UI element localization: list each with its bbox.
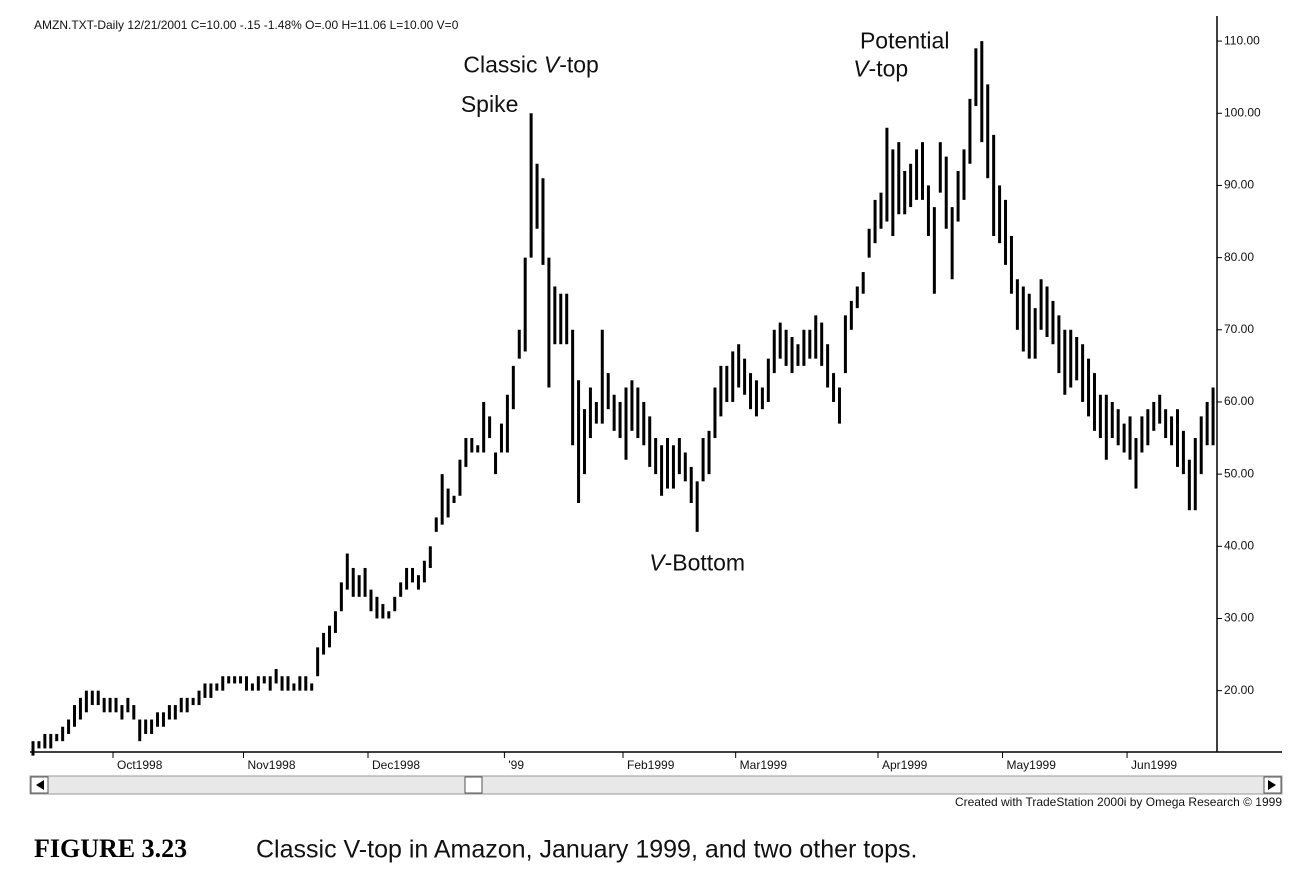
x-tick-label: Apr1999	[882, 758, 928, 772]
y-tick-label: 40.00	[1224, 538, 1254, 552]
annotation: Potential V-top	[853, 28, 949, 82]
x-tick-label: '99	[508, 758, 524, 772]
x-tick-label: Oct1998	[117, 758, 163, 772]
annotation: Spike	[461, 91, 519, 117]
y-tick-label: 20.00	[1224, 683, 1254, 697]
x-tick-label: Feb1999	[627, 758, 675, 772]
arrow-icon	[1268, 780, 1276, 790]
y-tick-label: 80.00	[1224, 250, 1254, 264]
credit: Created with TradeStation 2000i by Omega…	[955, 795, 1282, 809]
y-tick-label: 90.00	[1224, 178, 1254, 192]
x-tick-label: Mar1999	[740, 758, 788, 772]
x-tick-label: Jun1999	[1131, 758, 1177, 772]
chart-title: AMZN.TXT-Daily 12/21/2001 C=10.00 -.15 -…	[34, 18, 459, 32]
y-tick-label: 100.00	[1224, 105, 1261, 119]
scroll-thumb[interactable]	[464, 776, 483, 794]
annotation: Classic V-top	[463, 51, 599, 77]
x-tick-label: Nov1998	[247, 758, 295, 772]
x-tick-label: Dec1998	[372, 758, 420, 772]
y-tick-label: 30.00	[1224, 611, 1254, 625]
figure-label: FIGURE 3.23	[34, 834, 187, 863]
scrollbar[interactable]	[29, 775, 1283, 795]
y-tick-label: 50.00	[1224, 466, 1254, 480]
y-tick-label: 110.00	[1224, 33, 1260, 47]
y-tick-label: 60.00	[1224, 394, 1254, 408]
figure-caption: Classic V-top in Amazon, January 1999, a…	[256, 836, 918, 864]
y-tick-label: 70.00	[1224, 322, 1254, 336]
arrow-icon	[36, 780, 44, 790]
annotation: V-Bottom	[649, 549, 745, 575]
x-tick-label: May1999	[1007, 758, 1057, 772]
